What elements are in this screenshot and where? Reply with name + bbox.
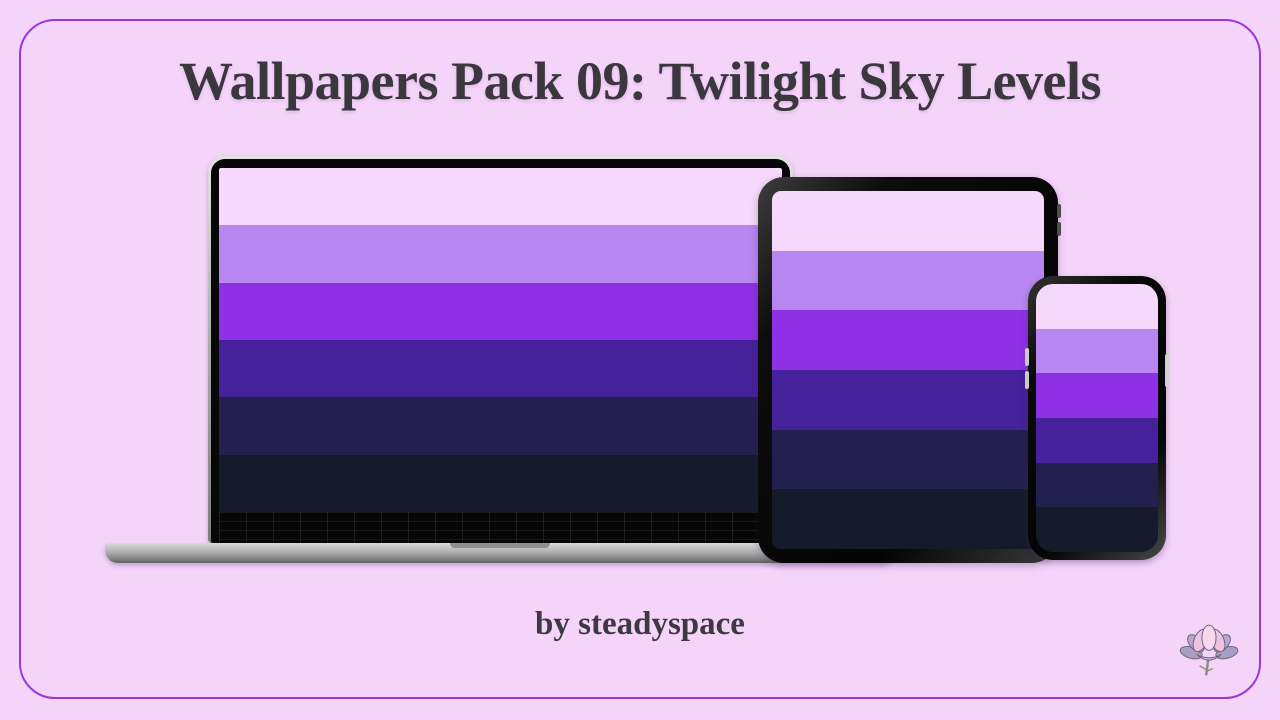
wallpaper-stripe bbox=[772, 489, 1044, 549]
wallpaper-stripe bbox=[772, 250, 1044, 311]
wallpaper-stripe bbox=[1036, 284, 1158, 329]
laptop-lid bbox=[208, 156, 793, 543]
wallpaper-stripe bbox=[219, 397, 782, 455]
page-title: Wallpapers Pack 09: Twilight Sky Levels bbox=[178, 51, 1102, 111]
wallpaper-stripe bbox=[772, 310, 1044, 371]
wallpaper-stripe bbox=[772, 429, 1044, 490]
phone-mockup bbox=[1025, 276, 1169, 560]
wallpaper-stripe bbox=[219, 339, 782, 398]
wallpaper-stripe bbox=[1036, 328, 1158, 374]
tablet-volume-button bbox=[1057, 222, 1061, 236]
tablet-volume-button bbox=[1057, 204, 1061, 218]
wallpaper-stripe bbox=[219, 225, 782, 283]
wallpaper-stripe bbox=[219, 168, 782, 226]
phone-wallpaper-preview bbox=[1036, 284, 1158, 552]
tablet-mockup bbox=[758, 177, 1061, 563]
byline: by steadyspace bbox=[535, 606, 745, 642]
phone-volume-button bbox=[1025, 348, 1029, 366]
wallpaper-stripe bbox=[772, 370, 1044, 430]
wallpaper-stripe bbox=[1036, 462, 1158, 508]
wallpaper-stripe bbox=[219, 454, 782, 512]
laptop-bezel bbox=[211, 159, 790, 543]
laptop-keyboard bbox=[219, 512, 782, 543]
wallpaper-stripe bbox=[219, 282, 782, 340]
tablet-wallpaper-preview bbox=[772, 191, 1044, 549]
phone-power-button bbox=[1165, 354, 1169, 387]
phone-volume-button bbox=[1025, 371, 1029, 389]
laptop-wallpaper-preview bbox=[219, 168, 782, 512]
wallpaper-stripe bbox=[1036, 418, 1158, 463]
lotus-flower-icon bbox=[1179, 617, 1239, 679]
wallpaper-stripe bbox=[1036, 373, 1158, 419]
laptop-base bbox=[105, 543, 895, 563]
wallpaper-stripe bbox=[1036, 507, 1158, 552]
wallpaper-stripe bbox=[772, 191, 1044, 251]
laptop-mockup bbox=[105, 156, 895, 564]
